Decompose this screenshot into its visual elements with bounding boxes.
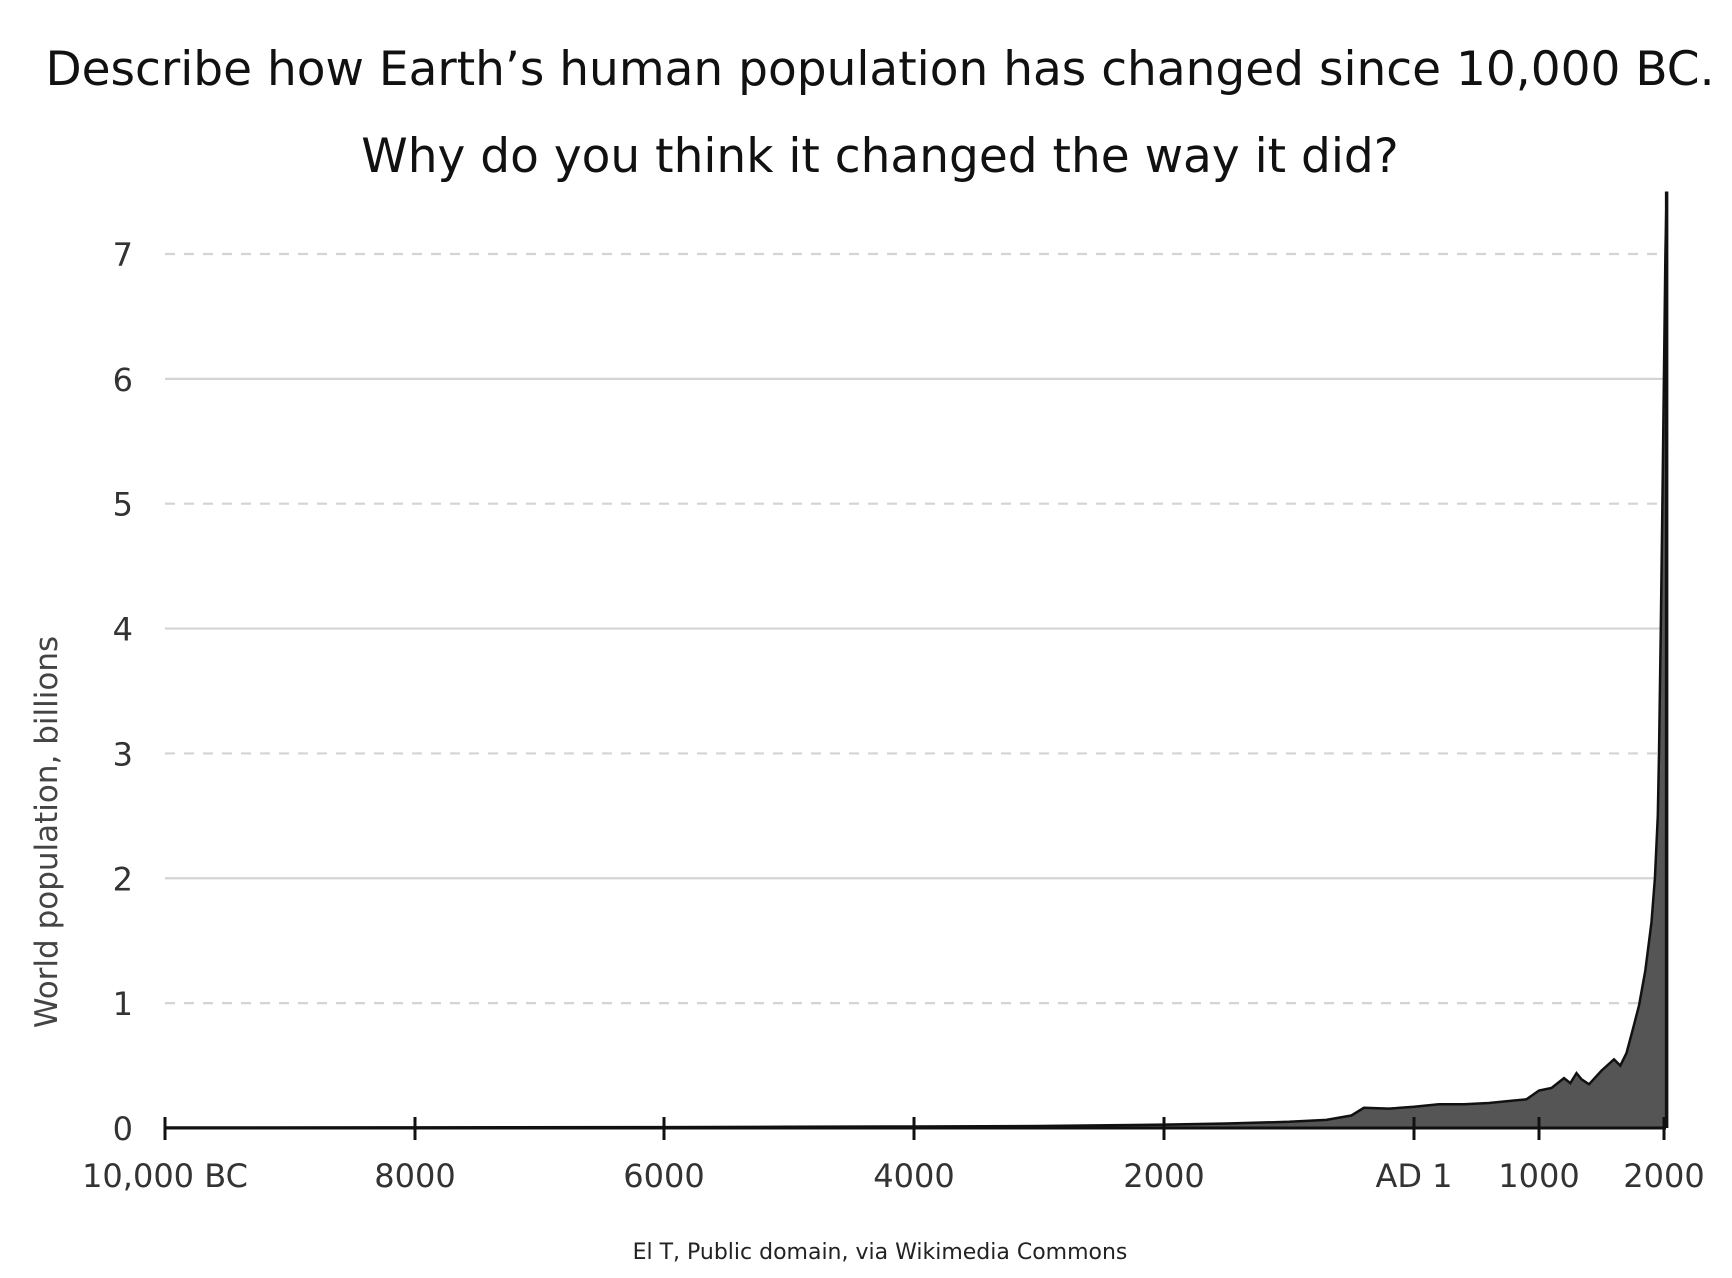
x-axis	[163, 1117, 1666, 1140]
x-tick-label: 8000	[374, 1157, 455, 1195]
y-tick-label: 1	[113, 985, 133, 1023]
x-tick-labels: 10,000 BC 8000 6000 4000 2000 AD 1 1000 2000	[82, 1157, 1705, 1195]
x-tick-label: AD 1	[1375, 1157, 1452, 1195]
y-tick-label: 4	[113, 611, 133, 649]
x-tick-label: 1000	[1498, 1157, 1579, 1195]
y-tick-label: 6	[113, 361, 133, 399]
population-line	[164, 191, 1668, 1129]
y-tick-label: 7	[113, 236, 133, 274]
y-tick-label: 5	[113, 486, 133, 524]
x-tick-label: 2000	[1623, 1157, 1704, 1195]
y-axis-label: World population, billions	[29, 636, 65, 1028]
x-tick-label: 4000	[873, 1157, 954, 1195]
population-area-fill	[165, 191, 1667, 1128]
image-credit: El T, Public domain, via Wikimedia Commo…	[632, 1240, 1128, 1265]
x-tick-label: 10,000 BC	[82, 1157, 248, 1195]
x-tick-label: 2000	[1123, 1157, 1204, 1195]
gridlines	[165, 252, 1668, 1005]
y-axis: 0 1 2 3 4 5 6 7	[113, 236, 133, 1148]
question-line-2: Why do you think it changed the way it d…	[361, 129, 1399, 184]
y-tick-label: 0	[113, 1110, 133, 1148]
y-tick-label: 3	[113, 735, 133, 773]
question-line-1: Describe how Earth’s human population ha…	[45, 42, 1715, 97]
population-area	[164, 191, 1669, 1129]
x-tick-label: 6000	[623, 1157, 704, 1195]
y-tick-label: 2	[113, 860, 133, 898]
